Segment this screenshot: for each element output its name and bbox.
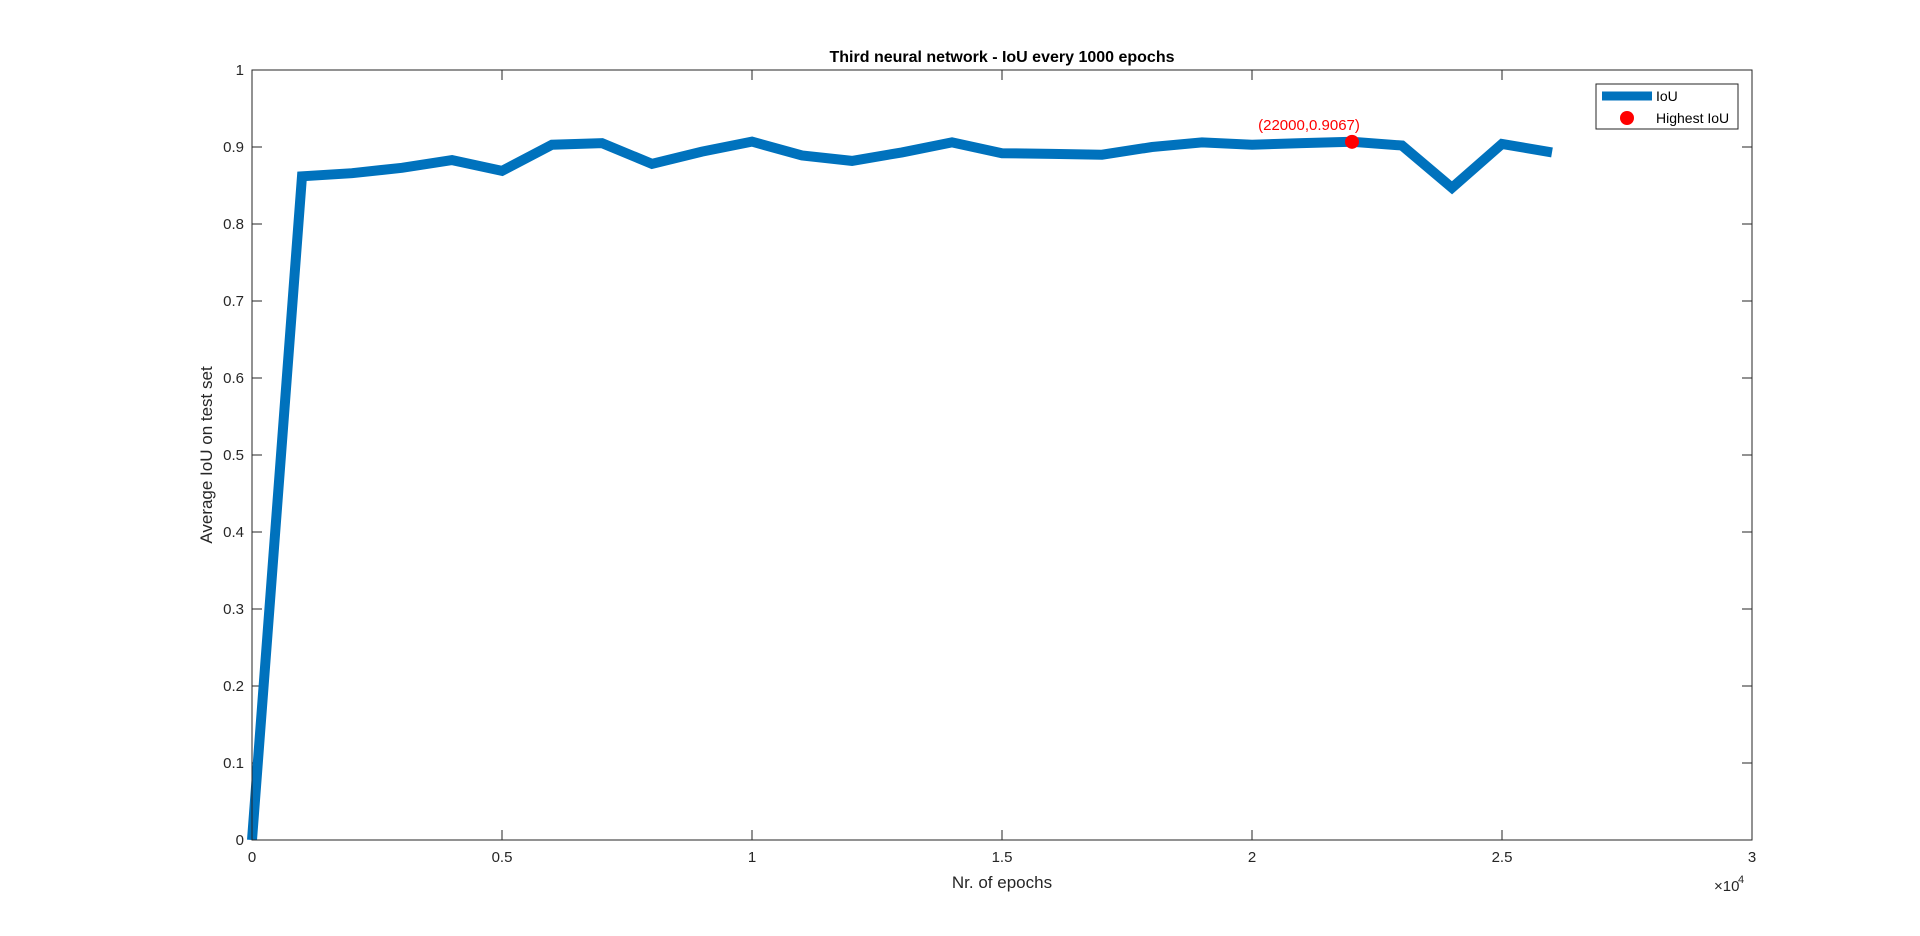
y-tick-label: 0.9: [223, 139, 244, 156]
y-tick-label: 0.1: [223, 755, 244, 772]
x-axis-exponent-base: ×10: [1714, 878, 1739, 895]
legend-label-iou: IoU: [1656, 88, 1678, 104]
y-tick-label: 0.3: [223, 601, 244, 618]
x-axis-exponent: ×10 4: [1714, 874, 1744, 895]
x-axis-exponent-power: 4: [1738, 874, 1744, 886]
highest-iou-label: (22000,0.9067): [1258, 117, 1360, 134]
y-axis-ticks: 0 0.1 0.2 0.3 0.4 0.5 0.6 0.7 0.8 0.9 1: [223, 62, 1752, 849]
axes-background: [252, 70, 1752, 840]
y-tick-label: 0: [236, 832, 244, 849]
y-tick-label: 0.2: [223, 678, 244, 695]
x-tick-label: 1.5: [992, 849, 1013, 866]
highest-iou-marker: [1345, 134, 1359, 149]
x-tick-label: 1: [748, 849, 756, 866]
x-tick-label: 0.5: [492, 849, 513, 866]
x-tick-label: 2: [1248, 849, 1256, 866]
x-tick-label: 0: [248, 849, 256, 866]
legend: IoU Highest IoU: [1595, 83, 1739, 130]
legend-label-highest-iou: Highest IoU: [1656, 110, 1729, 126]
plot-area: (22000,0.9067): [247, 117, 1553, 841]
chart-title: Third neural network - IoU every 1000 ep…: [830, 49, 1175, 66]
x-tick-label: 2.5: [1492, 849, 1513, 866]
legend-swatch-highest-iou: [1620, 111, 1634, 125]
y-axis-label: Average IoU on test set: [197, 366, 216, 544]
axes-box: [251, 69, 1753, 841]
y-tick-label: 1: [236, 62, 244, 79]
y-tick-label: 0.7: [223, 293, 244, 310]
series-line-iou: [247, 136, 1553, 841]
y-tick-label: 0.5: [223, 447, 244, 464]
x-axis-label: Nr. of epochs: [952, 873, 1052, 892]
y-tick-label: 0.4: [223, 524, 244, 541]
y-tick-label: 0.6: [223, 370, 244, 387]
x-tick-label: 3: [1748, 849, 1756, 866]
y-tick-label: 0.8: [223, 216, 244, 233]
